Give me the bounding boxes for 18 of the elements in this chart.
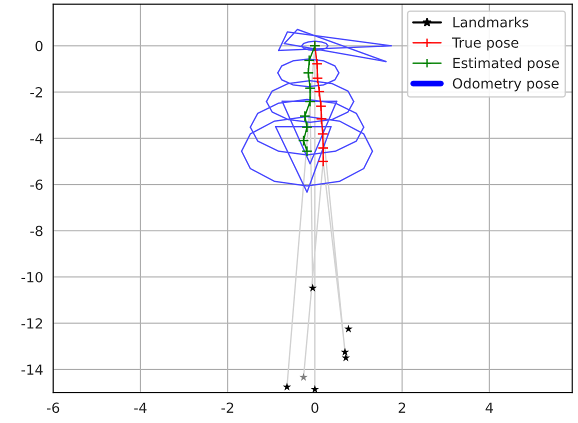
x-tick-label: -4	[134, 402, 147, 413]
y-tick-label: -6	[30, 179, 43, 190]
x-tick-label: 0	[311, 402, 318, 414]
x-tick-label: 2	[398, 402, 406, 413]
y-tick-label: 0	[36, 40, 43, 52]
y-tick-label: -14	[21, 364, 43, 375]
x-tick-label: 4	[486, 402, 493, 413]
y-tick-label: -8	[30, 226, 43, 236]
y-tick-label: -4	[30, 133, 43, 144]
x-tick-label: -6	[46, 402, 60, 414]
y-tick-label: -12	[21, 318, 42, 328]
legend-label: Estimated pose	[453, 58, 559, 71]
x-tick-label: -2	[221, 402, 234, 413]
y-tick-label: -10	[21, 272, 43, 282]
legend-label: Landmarks	[453, 16, 528, 28]
legend-label: Odometry pose	[452, 78, 559, 92]
y-tick-label: -2	[30, 87, 42, 98]
legend-label: True pose	[452, 38, 518, 51]
